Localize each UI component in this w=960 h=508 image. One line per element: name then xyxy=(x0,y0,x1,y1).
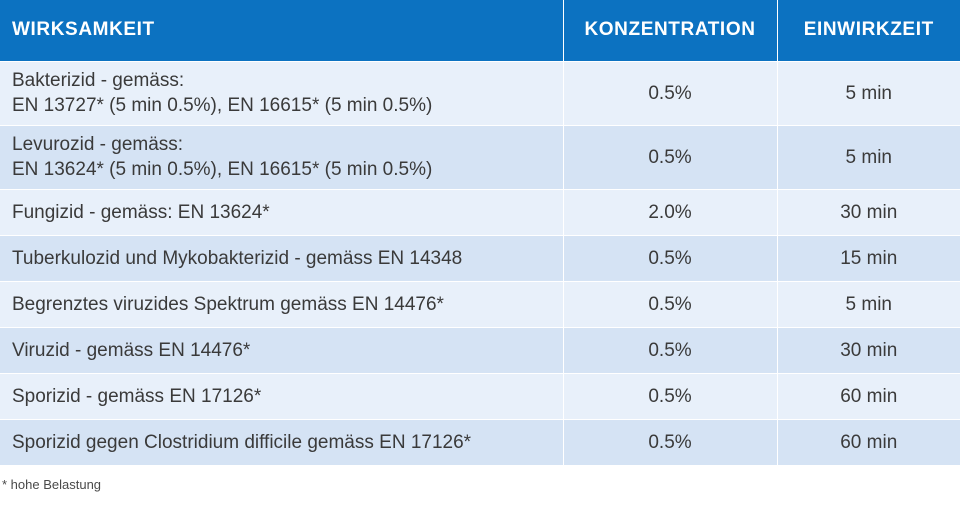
exposure-time-cell: 5 min xyxy=(776,280,960,327)
efficacy-cell: Sporizid - gemäss EN 17126* xyxy=(0,372,563,419)
table-row: Bakterizid - gemäss: EN 13727* (5 min 0.… xyxy=(0,60,960,125)
efficacy-text-line2: EN 13624* (5 min 0.5%), EN 16615* (5 min… xyxy=(12,159,433,180)
efficacy-cell: Bakterizid - gemäss: EN 13727* (5 min 0.… xyxy=(0,60,563,125)
table-row: Viruzid - gemäss EN 14476* 0.5% 30 min xyxy=(0,326,960,373)
efficacy-cell: Levurozid - gemäss: EN 13624* (5 min 0.5… xyxy=(0,124,563,189)
table-header-row: WIRKSAMKEIT KONZENTRATION EINWIRKZEIT xyxy=(0,0,960,61)
efficacy-text-line2: EN 13727* (5 min 0.5%), EN 16615* (5 min… xyxy=(12,95,433,116)
concentration-cell: 2.0% xyxy=(562,188,777,235)
concentration-cell: 0.5% xyxy=(562,60,777,125)
efficacy-cell: Sporizid gegen Clostridium difficile gem… xyxy=(0,418,563,465)
table-row: Sporizid - gemäss EN 17126* 0.5% 60 min xyxy=(0,372,960,419)
concentration-cell: 0.5% xyxy=(562,124,777,189)
exposure-time-cell: 5 min xyxy=(776,60,960,125)
efficacy-cell: Begrenztes viruzides Spektrum gemäss EN … xyxy=(0,280,563,327)
exposure-time-cell: 30 min xyxy=(776,326,960,373)
concentration-cell: 0.5% xyxy=(562,372,777,419)
efficacy-text-line1: Bakterizid - gemäss: xyxy=(12,70,185,91)
header-exposure-time: EINWIRKZEIT xyxy=(776,0,960,61)
table-row: Fungizid - gemäss: EN 13624* 2.0% 30 min xyxy=(0,188,960,235)
table-row: Tuberkulozid und Mykobakterizid - gemäss… xyxy=(0,234,960,281)
concentration-cell: 0.5% xyxy=(562,280,777,327)
exposure-time-cell: 30 min xyxy=(776,188,960,235)
exposure-time-cell: 60 min xyxy=(776,418,960,465)
header-concentration: KONZENTRATION xyxy=(562,0,777,61)
header-efficacy: WIRKSAMKEIT xyxy=(12,19,155,41)
table-row: Begrenztes viruzides Spektrum gemäss EN … xyxy=(0,280,960,327)
exposure-time-cell: 60 min xyxy=(776,372,960,419)
footnote: * hohe Belastung xyxy=(2,477,102,492)
table-row: Sporizid gegen Clostridium difficile gem… xyxy=(0,418,960,465)
efficacy-table: WIRKSAMKEIT KONZENTRATION EINWIRKZEIT Ba… xyxy=(0,0,960,465)
table-row: Levurozid - gemäss: EN 13624* (5 min 0.5… xyxy=(0,124,960,189)
concentration-cell: 0.5% xyxy=(562,418,777,465)
efficacy-text-line1: Levurozid - gemäss: xyxy=(12,134,184,155)
efficacy-cell: Viruzid - gemäss EN 14476* xyxy=(0,326,563,373)
efficacy-cell: Fungizid - gemäss: EN 13624* xyxy=(0,188,563,235)
exposure-time-cell: 15 min xyxy=(776,234,960,281)
efficacy-cell: Tuberkulozid und Mykobakterizid - gemäss… xyxy=(0,234,563,281)
exposure-time-cell: 5 min xyxy=(776,124,960,189)
concentration-cell: 0.5% xyxy=(562,234,777,281)
concentration-cell: 0.5% xyxy=(562,326,777,373)
